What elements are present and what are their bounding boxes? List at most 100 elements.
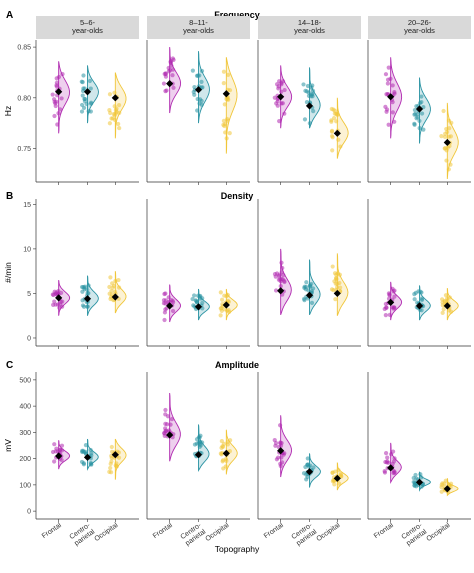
data-point bbox=[280, 265, 285, 271]
y-tick-label: 0.80 bbox=[17, 95, 31, 102]
mean-marker bbox=[83, 453, 92, 461]
data-point bbox=[306, 90, 311, 95]
mean-marker bbox=[443, 485, 451, 493]
data-point bbox=[195, 73, 200, 78]
violin-shape bbox=[87, 65, 99, 124]
data-point bbox=[199, 68, 205, 74]
data-point bbox=[412, 297, 417, 302]
data-point bbox=[303, 88, 308, 93]
data-point bbox=[219, 439, 224, 444]
data-point bbox=[273, 443, 278, 448]
data-point bbox=[330, 264, 335, 269]
data-point bbox=[109, 455, 114, 461]
data-point bbox=[223, 464, 228, 469]
violin-shape bbox=[419, 77, 431, 144]
data-point bbox=[227, 131, 232, 136]
facet-strip bbox=[258, 16, 361, 39]
mean-marker bbox=[415, 105, 424, 113]
data-point bbox=[82, 287, 87, 292]
data-point bbox=[329, 129, 335, 134]
violin-shape bbox=[87, 275, 99, 316]
x-tick-label: Centro-parietal bbox=[180, 522, 208, 548]
data-point bbox=[192, 442, 198, 447]
data-point bbox=[388, 76, 393, 81]
data-point bbox=[162, 291, 167, 297]
data-point bbox=[117, 110, 122, 115]
data-point bbox=[163, 407, 168, 413]
facet-label: 8–11‐year‐olds bbox=[183, 18, 214, 35]
data-point bbox=[414, 116, 419, 121]
data-point bbox=[329, 133, 335, 139]
mean-marker bbox=[222, 449, 230, 457]
mean-marker bbox=[387, 93, 395, 101]
data-point bbox=[109, 116, 114, 121]
data-point bbox=[194, 298, 199, 304]
mean-marker bbox=[55, 88, 63, 96]
data-point bbox=[337, 481, 342, 486]
data-point bbox=[391, 459, 397, 464]
data-point bbox=[192, 92, 197, 97]
data-point bbox=[198, 443, 203, 448]
data-point bbox=[56, 74, 62, 80]
y-tick-label: 200 bbox=[19, 456, 31, 463]
panel-letter: C bbox=[6, 360, 13, 371]
data-point bbox=[419, 94, 424, 99]
data-point bbox=[278, 277, 283, 282]
data-point bbox=[279, 440, 284, 446]
data-point bbox=[338, 144, 343, 149]
data-point bbox=[168, 422, 173, 427]
data-point bbox=[418, 472, 423, 477]
data-point bbox=[52, 442, 57, 447]
x-tick-label: Occipital bbox=[93, 522, 119, 543]
data-point bbox=[419, 290, 424, 295]
data-point bbox=[383, 72, 389, 77]
data-point bbox=[82, 86, 87, 91]
violin-shape bbox=[114, 438, 127, 480]
data-point bbox=[50, 92, 55, 97]
data-point bbox=[278, 461, 283, 466]
y-tick-label: 15 bbox=[23, 202, 31, 209]
panel-title: Frequency bbox=[214, 10, 260, 20]
data-point bbox=[411, 475, 416, 481]
data-point bbox=[304, 100, 310, 105]
data-point bbox=[227, 309, 232, 314]
data-point bbox=[60, 304, 65, 309]
panel-letter: A bbox=[6, 10, 13, 21]
data-point bbox=[335, 112, 340, 117]
data-point bbox=[55, 122, 60, 127]
data-point bbox=[278, 284, 283, 289]
mean-marker bbox=[55, 294, 63, 302]
data-point bbox=[163, 421, 168, 426]
data-point bbox=[107, 291, 112, 296]
violin-shape bbox=[169, 47, 182, 114]
data-point bbox=[332, 279, 337, 284]
data-point bbox=[108, 465, 113, 471]
violin-shape bbox=[336, 97, 349, 159]
data-point bbox=[272, 95, 277, 100]
data-point bbox=[52, 459, 57, 464]
data-point bbox=[279, 260, 284, 265]
mean-marker bbox=[222, 90, 230, 98]
mean-marker bbox=[305, 468, 314, 476]
data-point bbox=[108, 275, 113, 280]
data-point bbox=[339, 474, 344, 479]
data-point bbox=[170, 67, 176, 72]
data-point bbox=[439, 489, 444, 494]
data-point bbox=[218, 290, 223, 295]
data-point bbox=[81, 449, 87, 455]
data-point bbox=[333, 297, 338, 302]
data-point bbox=[329, 119, 334, 124]
data-point bbox=[331, 115, 337, 121]
data-point bbox=[412, 292, 417, 297]
data-point bbox=[111, 283, 117, 288]
data-point bbox=[59, 448, 65, 453]
data-point bbox=[111, 111, 116, 117]
y-tick-label: 10 bbox=[23, 246, 31, 253]
panel-title: Amplitude bbox=[215, 360, 259, 370]
data-point bbox=[448, 481, 454, 486]
mean-marker bbox=[222, 301, 230, 309]
y-tick-label: 0 bbox=[27, 335, 31, 342]
data-point bbox=[86, 109, 91, 114]
data-point bbox=[60, 299, 65, 304]
data-point bbox=[109, 470, 114, 475]
